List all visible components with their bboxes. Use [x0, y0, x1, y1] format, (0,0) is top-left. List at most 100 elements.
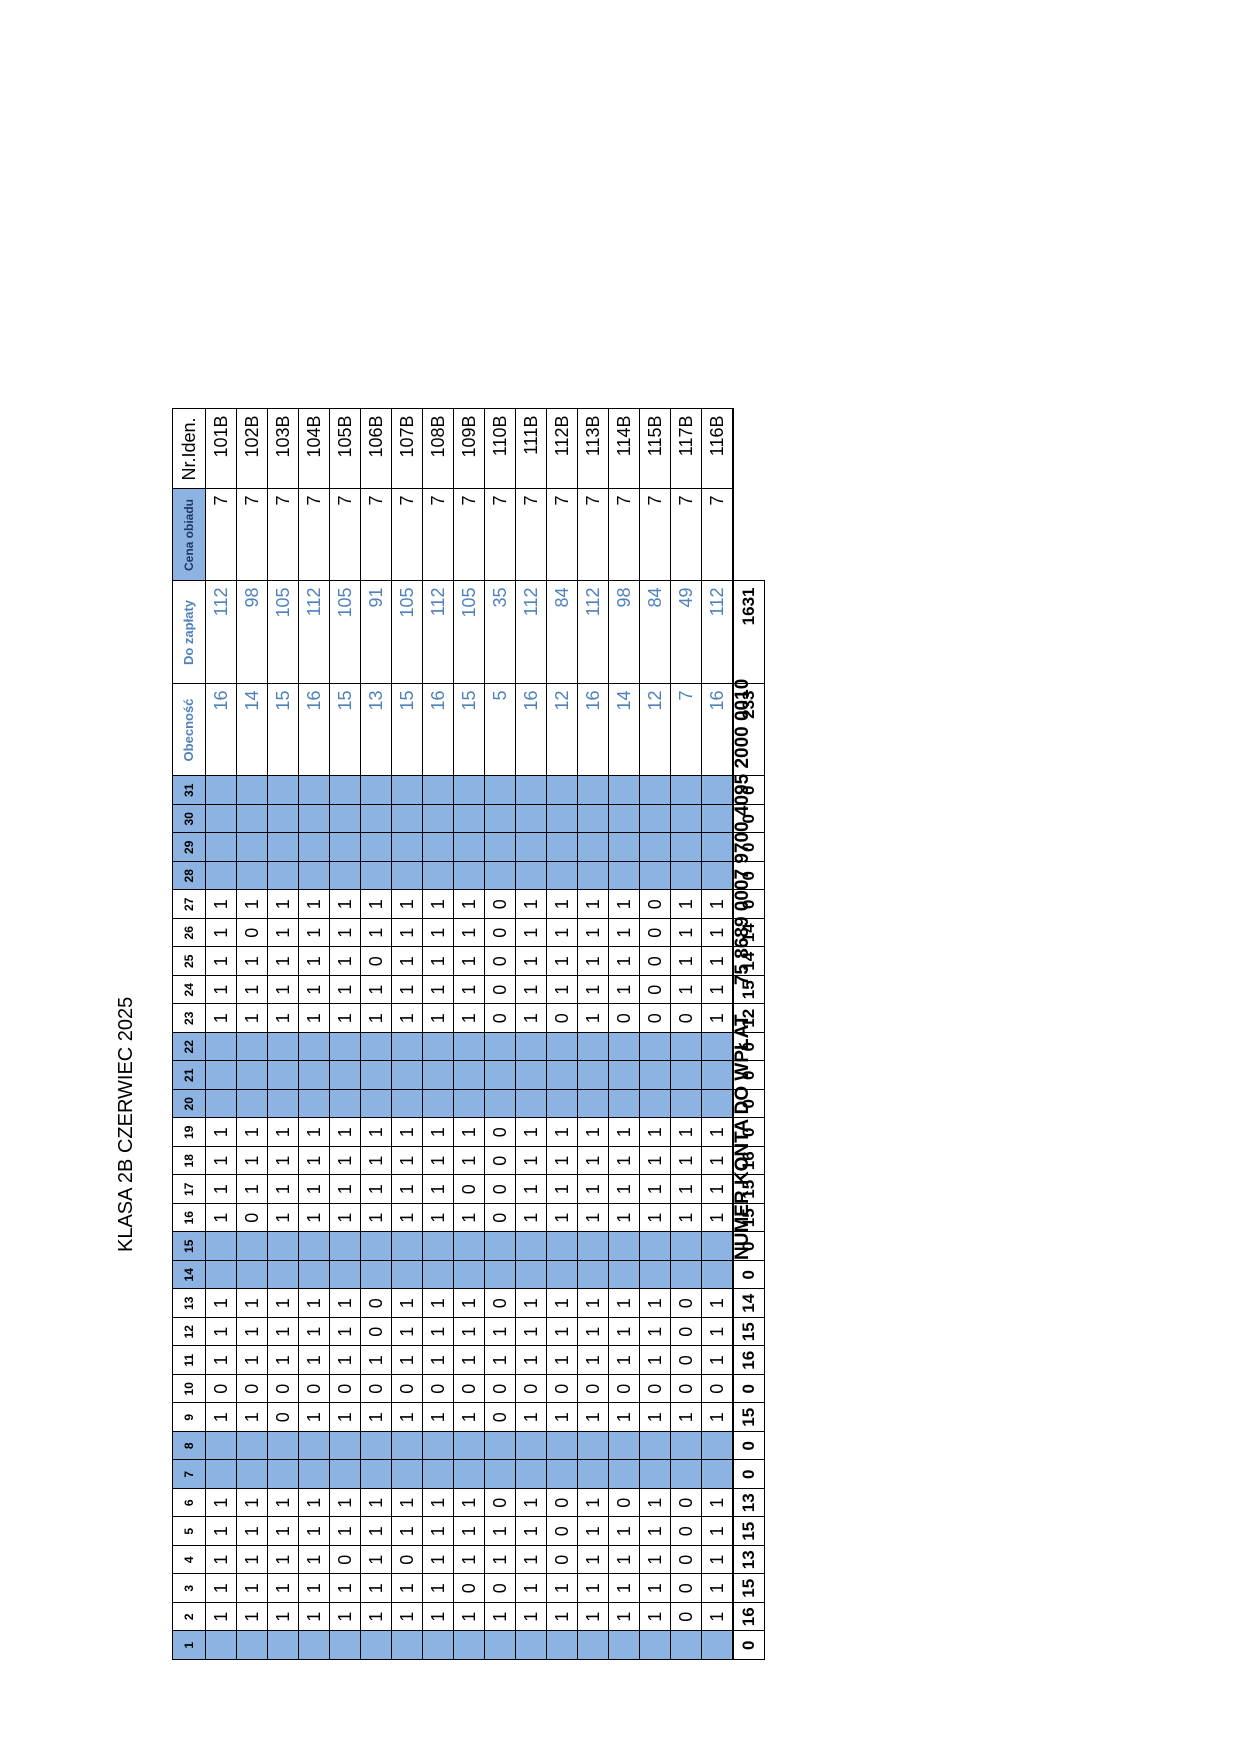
day-cell-10: 0	[608, 1374, 640, 1403]
day-cell-7	[360, 1460, 392, 1489]
day-cell-2: 1	[329, 1602, 361, 1631]
day-cell-23: 1	[298, 1004, 330, 1033]
day-cell-22	[515, 1032, 547, 1061]
day-cell-26: 1	[422, 918, 454, 947]
day-cell-22	[670, 1032, 702, 1061]
day-cell-17: 1	[360, 1175, 392, 1204]
day-cell-29	[608, 833, 640, 862]
day-cell-28	[577, 861, 609, 890]
day-cell-27: 1	[546, 890, 578, 919]
day-cell-13: 1	[267, 1289, 299, 1318]
day-cell-22	[639, 1032, 671, 1061]
day-cell-26: 1	[267, 918, 299, 947]
day-cell-23: 1	[422, 1004, 454, 1033]
day-cell-12: 1	[546, 1317, 578, 1346]
table-row: 1 1 1 1 1 1 0 1 1 1 1 1 1 1 1 1 1 1 1 16 112 7 113B	[577, 409, 609, 1660]
day-cell-2: 1	[360, 1602, 392, 1631]
day-cell-28	[236, 861, 268, 890]
day-cell-4: 1	[360, 1545, 392, 1574]
total-day-11: 16	[733, 1346, 765, 1375]
day-header-26: 26	[172, 918, 206, 947]
day-cell-12: 1	[298, 1317, 330, 1346]
day-cell-7	[236, 1460, 268, 1489]
obecnosc-cell: 16	[422, 684, 454, 776]
day-cell-3: 1	[639, 1574, 671, 1603]
day-cell-9: 0	[484, 1403, 516, 1432]
day-cell-21	[484, 1061, 516, 1090]
day-cell-18: 1	[205, 1146, 237, 1175]
day-cell-12: 0	[670, 1317, 702, 1346]
day-header-23: 23	[172, 1004, 206, 1033]
day-cell-7	[484, 1460, 516, 1489]
cena-obiadu-cell: 7	[329, 489, 361, 581]
day-cell-27: 1	[515, 890, 547, 919]
day-cell-15	[546, 1232, 578, 1261]
day-cell-31	[453, 776, 485, 805]
total-day-5: 15	[733, 1517, 765, 1546]
day-cell-30	[577, 804, 609, 833]
day-cell-31	[639, 776, 671, 805]
do-zaplaty-cell: 112	[577, 581, 609, 684]
day-cell-21	[515, 1061, 547, 1090]
day-cell-19: 1	[639, 1118, 671, 1147]
day-cell-20	[360, 1089, 392, 1118]
day-cell-15	[205, 1232, 237, 1261]
day-cell-17: 0	[484, 1175, 516, 1204]
day-cell-28	[205, 861, 237, 890]
do-zaplaty-cell: 49	[670, 581, 702, 684]
day-cell-18: 1	[546, 1146, 578, 1175]
day-cell-3: 0	[453, 1574, 485, 1603]
day-cell-31	[205, 776, 237, 805]
nr-iden-cell: 109B	[453, 409, 485, 489]
day-cell-9: 1	[360, 1403, 392, 1432]
day-cell-8	[329, 1431, 361, 1460]
day-cell-1	[453, 1631, 485, 1660]
day-cell-9: 1	[577, 1403, 609, 1432]
day-cell-1	[267, 1631, 299, 1660]
day-cell-2: 1	[577, 1602, 609, 1631]
day-cell-6: 1	[329, 1488, 361, 1517]
day-header-29: 29	[172, 833, 206, 862]
day-cell-20	[205, 1089, 237, 1118]
day-cell-15	[422, 1232, 454, 1261]
day-cell-9: 1	[329, 1403, 361, 1432]
day-cell-16: 1	[608, 1203, 640, 1232]
obecnosc-cell: 12	[639, 684, 671, 776]
day-cell-3: 1	[360, 1574, 392, 1603]
day-cell-17: 1	[546, 1175, 578, 1204]
day-cell-3: 0	[670, 1574, 702, 1603]
day-cell-30	[329, 804, 361, 833]
day-cell-7	[608, 1460, 640, 1489]
day-cell-13: 0	[484, 1289, 516, 1318]
day-cell-15	[267, 1232, 299, 1261]
day-cell-15	[329, 1232, 361, 1261]
day-cell-9: 1	[298, 1403, 330, 1432]
day-cell-25: 0	[484, 947, 516, 976]
day-cell-13: 1	[329, 1289, 361, 1318]
day-cell-2: 1	[515, 1602, 547, 1631]
nr-iden-cell: 112B	[546, 409, 578, 489]
day-header-12: 12	[172, 1317, 206, 1346]
day-cell-11: 1	[484, 1346, 516, 1375]
day-cell-15	[515, 1232, 547, 1261]
day-cell-2: 1	[608, 1602, 640, 1631]
day-cell-1	[205, 1631, 237, 1660]
day-cell-30	[453, 804, 485, 833]
day-header-10: 10	[172, 1374, 206, 1403]
day-cell-31	[329, 776, 361, 805]
do-zaplaty-cell: 98	[608, 581, 640, 684]
obecnosc-cell: 15	[391, 684, 423, 776]
obecnosc-cell: 14	[608, 684, 640, 776]
obecnosc-cell: 15	[329, 684, 361, 776]
day-cell-25: 1	[422, 947, 454, 976]
day-cell-10: 0	[298, 1374, 330, 1403]
day-cell-29	[298, 833, 330, 862]
day-cell-29	[360, 833, 392, 862]
day-cell-12: 1	[577, 1317, 609, 1346]
day-header-8: 8	[172, 1431, 206, 1460]
day-cell-11: 1	[205, 1346, 237, 1375]
do-zaplaty-cell: 105	[267, 581, 299, 684]
obecnosc-cell: 16	[298, 684, 330, 776]
day-cell-13: 1	[298, 1289, 330, 1318]
day-cell-14	[205, 1260, 237, 1289]
